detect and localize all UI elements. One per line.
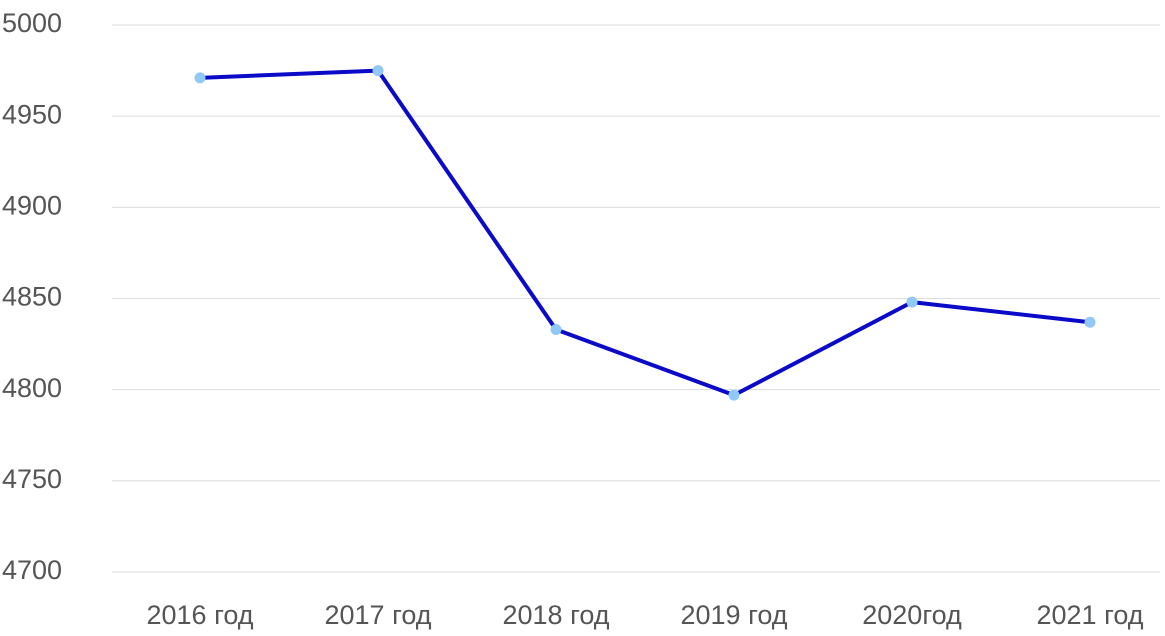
line — [199, 68, 1091, 398]
marker — [906, 296, 918, 308]
y-tick-label: 4850 — [2, 282, 62, 312]
marker — [728, 389, 740, 401]
x-tick-label: 2017 год — [325, 600, 432, 630]
marker — [372, 65, 384, 77]
x-tick-label: 2021 год — [1037, 600, 1144, 630]
marker — [194, 72, 206, 84]
y-tick-label: 4800 — [2, 373, 62, 403]
x-tick-label: 2016 год — [147, 600, 254, 630]
y-tick-label: 4950 — [2, 99, 62, 129]
x-tick-label: 2019 год — [681, 600, 788, 630]
y-tick-label: 4700 — [2, 555, 62, 585]
marker — [1084, 316, 1096, 328]
x-tick-label: 2020год — [862, 600, 962, 630]
y-tick-label: 4900 — [2, 190, 62, 220]
x-tick-label: 2018 год — [503, 600, 610, 630]
y-tick-label: 5000 — [2, 8, 62, 38]
y-tick-label: 4750 — [2, 464, 62, 494]
marker — [550, 323, 562, 335]
